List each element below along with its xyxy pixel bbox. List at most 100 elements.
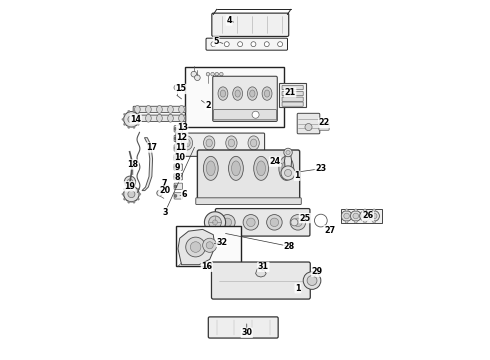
Circle shape xyxy=(284,148,292,157)
Circle shape xyxy=(137,113,139,116)
Circle shape xyxy=(122,193,124,195)
Circle shape xyxy=(174,85,180,90)
FancyBboxPatch shape xyxy=(174,135,183,141)
Circle shape xyxy=(133,110,135,112)
Circle shape xyxy=(211,42,216,47)
Ellipse shape xyxy=(250,90,255,97)
Circle shape xyxy=(294,218,302,226)
FancyBboxPatch shape xyxy=(297,113,320,134)
Circle shape xyxy=(124,176,136,188)
Circle shape xyxy=(238,42,243,47)
Ellipse shape xyxy=(228,156,244,180)
Text: 22: 22 xyxy=(319,118,330,127)
Circle shape xyxy=(211,72,214,76)
Circle shape xyxy=(353,213,359,219)
Circle shape xyxy=(123,113,125,116)
Ellipse shape xyxy=(254,156,269,180)
FancyBboxPatch shape xyxy=(133,106,186,113)
Circle shape xyxy=(362,213,368,219)
Ellipse shape xyxy=(232,161,241,176)
Text: 12: 12 xyxy=(176,133,188,142)
Circle shape xyxy=(204,212,225,233)
Ellipse shape xyxy=(206,139,212,147)
Text: 10: 10 xyxy=(174,153,185,162)
FancyBboxPatch shape xyxy=(197,150,300,199)
FancyBboxPatch shape xyxy=(282,97,303,101)
Text: 15: 15 xyxy=(175,85,186,94)
Circle shape xyxy=(133,185,135,187)
Circle shape xyxy=(246,218,255,226)
Text: 3: 3 xyxy=(162,208,168,217)
Circle shape xyxy=(267,215,282,230)
Circle shape xyxy=(354,220,357,223)
Circle shape xyxy=(209,216,221,229)
Text: 4: 4 xyxy=(226,16,232,25)
Circle shape xyxy=(278,42,283,47)
FancyBboxPatch shape xyxy=(174,145,183,151)
Circle shape xyxy=(345,209,348,212)
Ellipse shape xyxy=(279,156,294,180)
Circle shape xyxy=(305,123,312,131)
FancyBboxPatch shape xyxy=(282,85,303,90)
Circle shape xyxy=(123,186,139,202)
FancyBboxPatch shape xyxy=(212,13,289,36)
FancyBboxPatch shape xyxy=(133,115,186,121)
Text: 31: 31 xyxy=(258,262,269,271)
Circle shape xyxy=(354,209,357,212)
Bar xyxy=(185,67,284,127)
Circle shape xyxy=(344,213,349,219)
Ellipse shape xyxy=(157,114,162,122)
Text: 1: 1 xyxy=(294,171,300,180)
Circle shape xyxy=(206,72,210,76)
Circle shape xyxy=(371,213,377,219)
FancyBboxPatch shape xyxy=(174,174,183,180)
Ellipse shape xyxy=(226,136,237,150)
Ellipse shape xyxy=(157,105,162,113)
Ellipse shape xyxy=(220,90,225,97)
FancyBboxPatch shape xyxy=(206,38,288,50)
Text: 2: 2 xyxy=(205,101,211,110)
Circle shape xyxy=(123,112,139,127)
Circle shape xyxy=(364,220,367,223)
Ellipse shape xyxy=(262,87,272,100)
Circle shape xyxy=(281,166,295,180)
FancyBboxPatch shape xyxy=(214,109,276,120)
Circle shape xyxy=(307,276,317,285)
Circle shape xyxy=(350,211,361,221)
Circle shape xyxy=(220,72,223,76)
FancyBboxPatch shape xyxy=(174,193,183,199)
Circle shape xyxy=(270,218,279,226)
Ellipse shape xyxy=(179,105,184,113)
Circle shape xyxy=(203,238,217,252)
Circle shape xyxy=(373,220,375,223)
Text: 11: 11 xyxy=(175,143,186,152)
FancyBboxPatch shape xyxy=(213,76,277,121)
Text: 16: 16 xyxy=(201,262,212,271)
Ellipse shape xyxy=(247,87,257,100)
Circle shape xyxy=(360,211,370,221)
Bar xyxy=(341,208,382,224)
Circle shape xyxy=(290,215,306,230)
Ellipse shape xyxy=(135,105,140,113)
FancyBboxPatch shape xyxy=(208,317,278,338)
Circle shape xyxy=(223,218,232,226)
Circle shape xyxy=(157,190,163,196)
Text: 26: 26 xyxy=(362,211,373,220)
Circle shape xyxy=(251,42,256,47)
Ellipse shape xyxy=(184,139,190,147)
Circle shape xyxy=(373,209,375,212)
Circle shape xyxy=(123,198,125,200)
Ellipse shape xyxy=(228,139,235,147)
FancyBboxPatch shape xyxy=(174,126,183,132)
Circle shape xyxy=(369,211,379,221)
Circle shape xyxy=(128,201,130,203)
FancyBboxPatch shape xyxy=(282,91,303,96)
Ellipse shape xyxy=(250,139,257,147)
Circle shape xyxy=(195,75,200,81)
Circle shape xyxy=(174,127,177,130)
Text: 20: 20 xyxy=(159,186,170,195)
Text: 18: 18 xyxy=(127,160,138,169)
Polygon shape xyxy=(285,152,292,171)
Circle shape xyxy=(133,126,135,129)
FancyBboxPatch shape xyxy=(174,183,183,189)
